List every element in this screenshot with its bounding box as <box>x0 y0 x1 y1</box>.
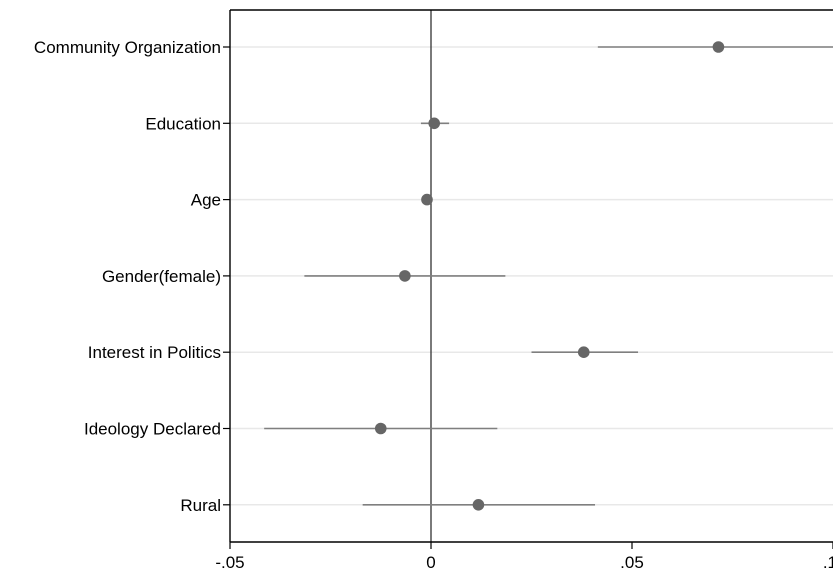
category-label: Age <box>191 191 221 210</box>
category-label: Interest in Politics <box>88 343 221 362</box>
x-tick-label: .1 <box>823 553 833 571</box>
estimate-point <box>472 499 485 511</box>
x-tick-label: -.05 <box>215 553 244 571</box>
estimate-point <box>399 270 411 282</box>
estimate-point <box>421 193 433 206</box>
estimate-point <box>577 346 590 359</box>
estimate-point <box>712 41 725 53</box>
category-label: Education <box>145 114 221 133</box>
x-tick-label-layer: -.05 0 .05 .1 <box>215 553 833 571</box>
category-label: Ideology Declared <box>84 420 221 439</box>
estimate-point-layer <box>374 41 725 511</box>
x-tick-label: .05 <box>620 553 644 571</box>
x-tick-label: 0 <box>426 553 435 571</box>
category-label: Rural <box>180 496 221 515</box>
estimate-point <box>428 117 441 130</box>
axis-layer <box>223 9 833 549</box>
estimate-point <box>374 422 387 435</box>
category-label-layer: Community Organization Education Age Gender… <box>34 38 221 515</box>
category-label: Gender(female) <box>102 267 221 286</box>
category-label: Community Organization <box>34 38 221 57</box>
